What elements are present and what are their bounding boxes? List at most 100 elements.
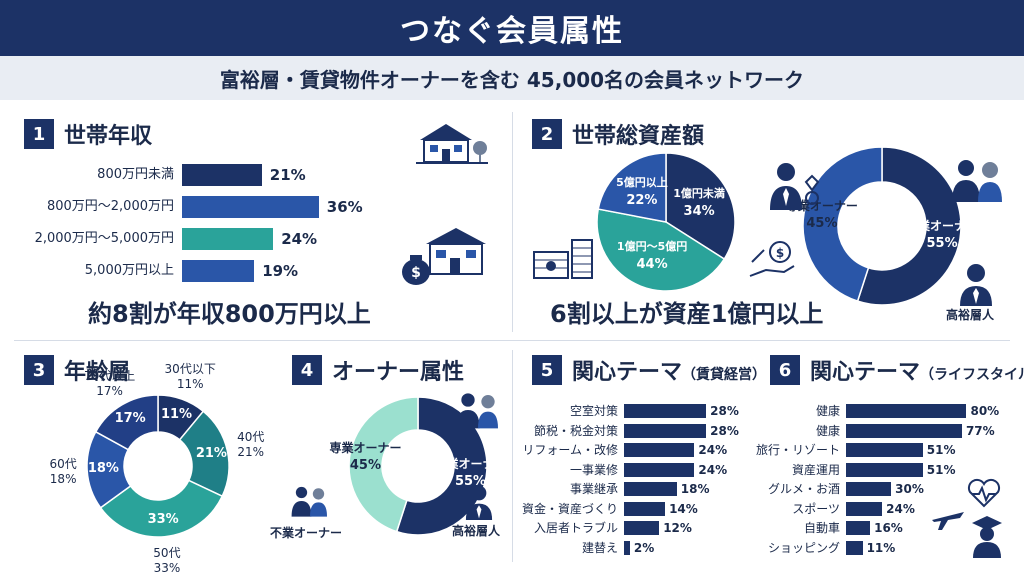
bar xyxy=(624,521,660,535)
bar xyxy=(182,196,319,218)
airplane-icon xyxy=(932,512,964,530)
pie-slice-label: 5億円以上 xyxy=(616,175,668,189)
bar-value-label: 21% xyxy=(269,166,306,184)
donut-outside-label: 40代 21% xyxy=(237,430,265,460)
bar xyxy=(624,423,707,438)
pie-slice-label: 1億円〜5億円 xyxy=(616,240,688,254)
section-title: 関心テーマ（賃貸経営） xyxy=(572,354,766,386)
bar xyxy=(846,462,923,477)
bar-category-label: 5,000万円以上 xyxy=(84,263,174,278)
bar xyxy=(846,521,871,535)
bar xyxy=(624,540,630,555)
bar-category-label: 健康 xyxy=(815,423,840,438)
bar xyxy=(182,164,262,186)
pie-slice xyxy=(802,146,883,303)
bar-value-label: 18% xyxy=(680,482,710,496)
horizontal-divider xyxy=(14,340,1010,341)
pie-slice xyxy=(856,146,962,306)
section-title: オーナー属性 xyxy=(332,360,465,385)
bar xyxy=(624,501,666,516)
pie-slice xyxy=(348,396,419,533)
bar-value-label: 77% xyxy=(965,423,995,438)
bar-value-label: 51% xyxy=(926,443,956,457)
section-title: 世帯年収 xyxy=(64,124,153,149)
section-number: 4 xyxy=(292,355,322,385)
owner-donut-chart-top xyxy=(802,146,962,306)
page-title: つなぐ会員属性 xyxy=(0,0,1024,56)
bar xyxy=(846,540,863,555)
bar-value-label: 24% xyxy=(698,462,728,477)
donut-slice-value: 18% xyxy=(87,461,119,477)
owner-caption-right: 高裕層人 xyxy=(452,524,501,538)
bar-value-label: 36% xyxy=(326,198,363,216)
section-title-main: 関心テーマ xyxy=(810,360,921,385)
bar xyxy=(846,404,967,418)
bar-value-label: 11% xyxy=(866,540,896,555)
bar xyxy=(182,260,255,282)
section-title-suffix: （賃貸経営） xyxy=(682,367,767,383)
bar-value-label: 51% xyxy=(926,462,956,477)
page-subtitle: 富裕層・賃貸物件オーナーを含む 45,000名の会員ネットワーク xyxy=(0,56,1024,100)
donut-outside-label: 60代 18% xyxy=(49,456,77,486)
section-title: 年齢層 xyxy=(64,360,131,385)
bar-category-label: 800万円未満 xyxy=(97,167,174,182)
section-1-header: 1 世帯年収 xyxy=(24,118,152,150)
bar-value-label: 14% xyxy=(669,501,698,516)
pie-slice xyxy=(99,479,224,538)
bar-category-label: 資金・資産づくり xyxy=(521,501,618,516)
bar-value-label: 80% xyxy=(970,404,1000,418)
pie-slice-value: 34% xyxy=(683,203,715,219)
assets-highlight: 6割以上が資産1億円以上 xyxy=(544,294,830,329)
section-2-header: 2 世帯総資産額 xyxy=(532,118,704,150)
donut-slice-label: 兼業オーナー xyxy=(434,457,507,472)
section-3-header: 3 年齢層 xyxy=(24,354,130,386)
bar-value-label: 24% xyxy=(886,501,915,516)
bar xyxy=(846,423,962,438)
donut-slice-value: 33% xyxy=(147,512,179,528)
vertical-divider-bottom xyxy=(512,350,513,562)
couple-icon xyxy=(952,160,1002,202)
couple-icon xyxy=(291,486,327,517)
coin-hand-icon: $ xyxy=(749,241,795,277)
wealthy-person-caption: 高裕層人 xyxy=(946,308,995,322)
wealthy-person-icon xyxy=(960,264,992,306)
section-title: 世帯総資産額 xyxy=(572,124,705,149)
section-6-header: 6 関心テーマ（ライフスタイル） xyxy=(770,354,1024,386)
svg-text:$: $ xyxy=(776,246,784,260)
donut-slice-value: 21% xyxy=(195,446,227,462)
section-number: 5 xyxy=(532,355,562,385)
bar-category-label: 一事業修 xyxy=(569,462,618,477)
bar-value-label: 28% xyxy=(710,423,739,438)
section-4-header: 4 オーナー属性 xyxy=(292,354,464,386)
income-highlight: 約8割が年収800万円以上 xyxy=(82,294,377,329)
bar-value-label: 24% xyxy=(698,443,728,457)
graduate-icon xyxy=(972,516,1002,558)
section-title: 関心テーマ（ライフスタイル） xyxy=(810,354,1024,386)
vertical-divider-top xyxy=(512,112,513,332)
bar-category-label: 空室対策 xyxy=(569,404,618,418)
couple-icon xyxy=(456,393,498,429)
donut-slice-value: 55% xyxy=(454,474,487,490)
bar-value-label: 24% xyxy=(281,230,318,248)
donut-outside-label: 70代以上 17% xyxy=(83,369,136,399)
money-stack-icon xyxy=(533,239,593,279)
donut-slice-label: 専業オーナー xyxy=(329,440,402,455)
section-5-header: 5 関心テーマ（賃貸経営） xyxy=(532,354,766,386)
bar-category-label: 自動車 xyxy=(803,521,840,535)
bar xyxy=(624,482,677,496)
bar-value-label: 30% xyxy=(895,482,924,496)
owner-caption-left: 不業オーナー xyxy=(270,526,343,540)
section-number: 6 xyxy=(770,355,800,385)
bar xyxy=(846,501,883,516)
heart-pulse-icon xyxy=(967,478,1001,508)
section-title-suffix: （ライフスタイル） xyxy=(920,367,1024,383)
highlight-text: 6割以上が資産1億円以上 xyxy=(550,300,824,328)
highlight-text: 約8割が年収800万円以上 xyxy=(88,300,371,328)
svg-text:$: $ xyxy=(411,265,421,281)
donut-slice-value: 45% xyxy=(349,457,382,473)
donut-slice-label: 兼業オーナー xyxy=(906,218,979,233)
pie-slice xyxy=(596,208,726,292)
pie-slice-value: 44% xyxy=(636,257,668,273)
bar-value-label: 28% xyxy=(710,404,739,418)
donut-slice-value: 17% xyxy=(114,410,146,426)
